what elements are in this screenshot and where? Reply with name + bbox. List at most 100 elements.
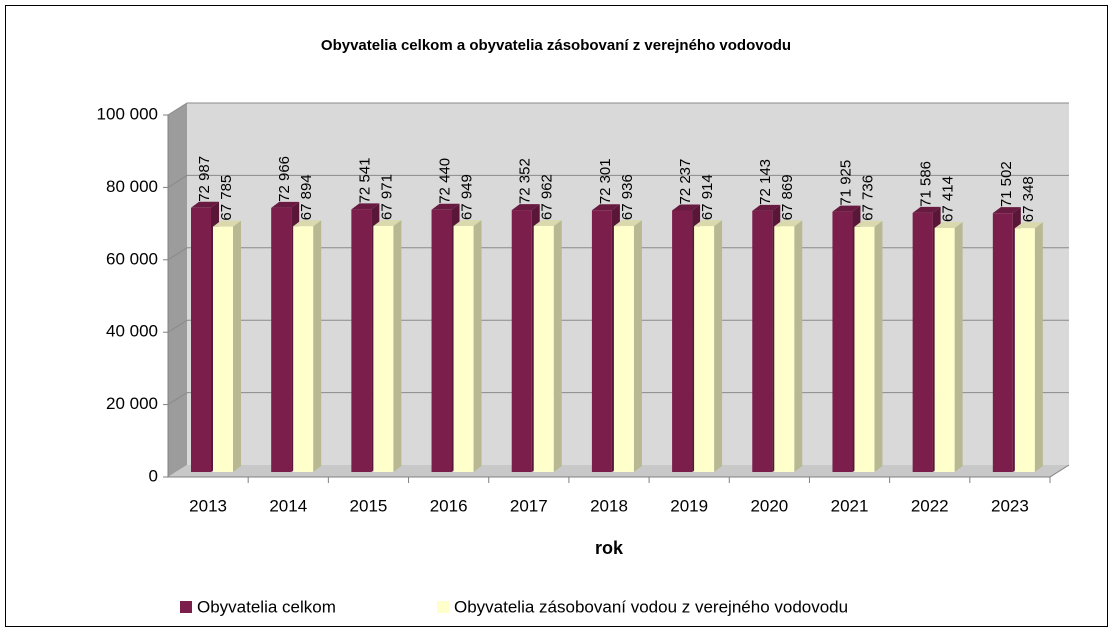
value-label: 67 414 bbox=[940, 176, 957, 222]
bar bbox=[533, 225, 554, 472]
value-label: 67 785 bbox=[218, 175, 235, 221]
y-tick-label: 0 bbox=[149, 466, 158, 485]
value-label: 67 936 bbox=[619, 174, 636, 220]
bar bbox=[453, 226, 474, 472]
value-label: 72 987 bbox=[196, 156, 213, 202]
bar-top bbox=[912, 206, 941, 213]
bar-top bbox=[934, 221, 963, 228]
value-label: 71 586 bbox=[918, 161, 935, 207]
bar bbox=[351, 209, 372, 472]
bar bbox=[213, 226, 233, 472]
legend-label: Obyvatelia zásobovaní vodou z verejného … bbox=[454, 597, 848, 616]
bar-top bbox=[672, 204, 701, 211]
bar-side bbox=[633, 220, 642, 472]
x-axis-label: rok bbox=[595, 538, 624, 558]
bar-top bbox=[613, 220, 642, 227]
legend-swatch bbox=[180, 601, 192, 613]
value-label: 67 869 bbox=[779, 174, 796, 220]
bar-side bbox=[233, 220, 241, 472]
bar bbox=[591, 210, 612, 472]
x-tick-label: 2017 bbox=[510, 496, 548, 515]
bar-top bbox=[694, 220, 723, 227]
bar bbox=[694, 226, 715, 472]
bar bbox=[373, 225, 394, 472]
bar-side bbox=[794, 220, 803, 472]
bar-top bbox=[511, 204, 540, 211]
bar bbox=[293, 226, 314, 472]
bar bbox=[752, 210, 773, 472]
bar-side bbox=[874, 220, 883, 472]
value-label: 67 348 bbox=[1020, 176, 1037, 222]
bar-top bbox=[774, 220, 803, 227]
y-tick-label: 40 000 bbox=[106, 322, 158, 341]
bar-top bbox=[431, 203, 460, 210]
bar bbox=[431, 209, 452, 472]
bar bbox=[832, 211, 853, 472]
bar-side bbox=[313, 220, 322, 472]
x-tick-label: 2015 bbox=[350, 496, 388, 515]
bar bbox=[774, 226, 795, 472]
chart-title: Obyvatelia celkom a obyvatelia zásobovan… bbox=[321, 37, 791, 54]
value-label: 72 541 bbox=[356, 158, 373, 204]
x-tick-label: 2022 bbox=[911, 496, 949, 515]
bar-top bbox=[293, 220, 322, 227]
value-label: 67 962 bbox=[539, 174, 556, 220]
bar bbox=[934, 227, 955, 472]
bar-top bbox=[832, 205, 861, 212]
value-label: 67 914 bbox=[699, 174, 716, 220]
bar-side bbox=[553, 219, 562, 472]
bar-top bbox=[854, 220, 883, 227]
bar-top bbox=[591, 204, 620, 211]
bar-top bbox=[1014, 222, 1043, 229]
y-tick-label: 20 000 bbox=[106, 394, 158, 413]
bar-top bbox=[271, 201, 300, 208]
bar-top bbox=[351, 203, 380, 210]
value-label: 67 736 bbox=[859, 175, 876, 221]
bar bbox=[854, 226, 875, 472]
bar bbox=[511, 210, 532, 472]
bar-side bbox=[954, 221, 963, 472]
bar bbox=[191, 207, 211, 473]
bar-top bbox=[752, 204, 781, 211]
value-label: 72 440 bbox=[437, 158, 454, 204]
y-tick-label: 60 000 bbox=[106, 249, 158, 268]
bar-top bbox=[213, 220, 241, 227]
y-tick-label: 80 000 bbox=[106, 177, 158, 196]
value-label: 72 352 bbox=[517, 158, 534, 204]
value-label: 72 237 bbox=[677, 159, 694, 205]
x-tick-label: 2019 bbox=[670, 496, 708, 515]
bar bbox=[271, 207, 292, 472]
x-tick-label: 2013 bbox=[189, 496, 227, 515]
x-tick-label: 2014 bbox=[269, 496, 307, 515]
x-tick-label: 2016 bbox=[430, 496, 468, 515]
x-tick-label: 2021 bbox=[831, 496, 869, 515]
bar-side bbox=[473, 220, 482, 472]
side-wall bbox=[168, 103, 187, 477]
y-tick-label: 100 000 bbox=[97, 104, 158, 123]
legend-label: Obyvatelia celkom bbox=[197, 597, 336, 616]
value-label: 72 966 bbox=[276, 156, 293, 202]
value-label: 71 925 bbox=[837, 160, 854, 206]
grid-line bbox=[167, 102, 1069, 116]
bar-side bbox=[1034, 222, 1043, 472]
bar-top bbox=[453, 220, 482, 227]
x-tick-label: 2018 bbox=[590, 496, 628, 515]
x-tick-label: 2020 bbox=[750, 496, 788, 515]
bar-top bbox=[992, 207, 1021, 214]
value-label: 72 301 bbox=[597, 158, 614, 204]
bar bbox=[912, 212, 933, 472]
bar bbox=[1014, 228, 1035, 472]
bar bbox=[672, 210, 693, 472]
value-label: 67 949 bbox=[459, 174, 476, 220]
grid-line bbox=[167, 174, 1069, 188]
bar-side bbox=[714, 220, 723, 472]
value-label: 67 971 bbox=[378, 174, 395, 220]
bar-top bbox=[373, 219, 402, 226]
value-label: 71 502 bbox=[998, 161, 1015, 207]
value-label: 72 143 bbox=[757, 159, 774, 205]
bar-top bbox=[191, 201, 219, 208]
legend-swatch bbox=[437, 601, 449, 613]
bar-side bbox=[393, 219, 402, 472]
bar bbox=[992, 213, 1013, 472]
bar bbox=[613, 226, 634, 472]
